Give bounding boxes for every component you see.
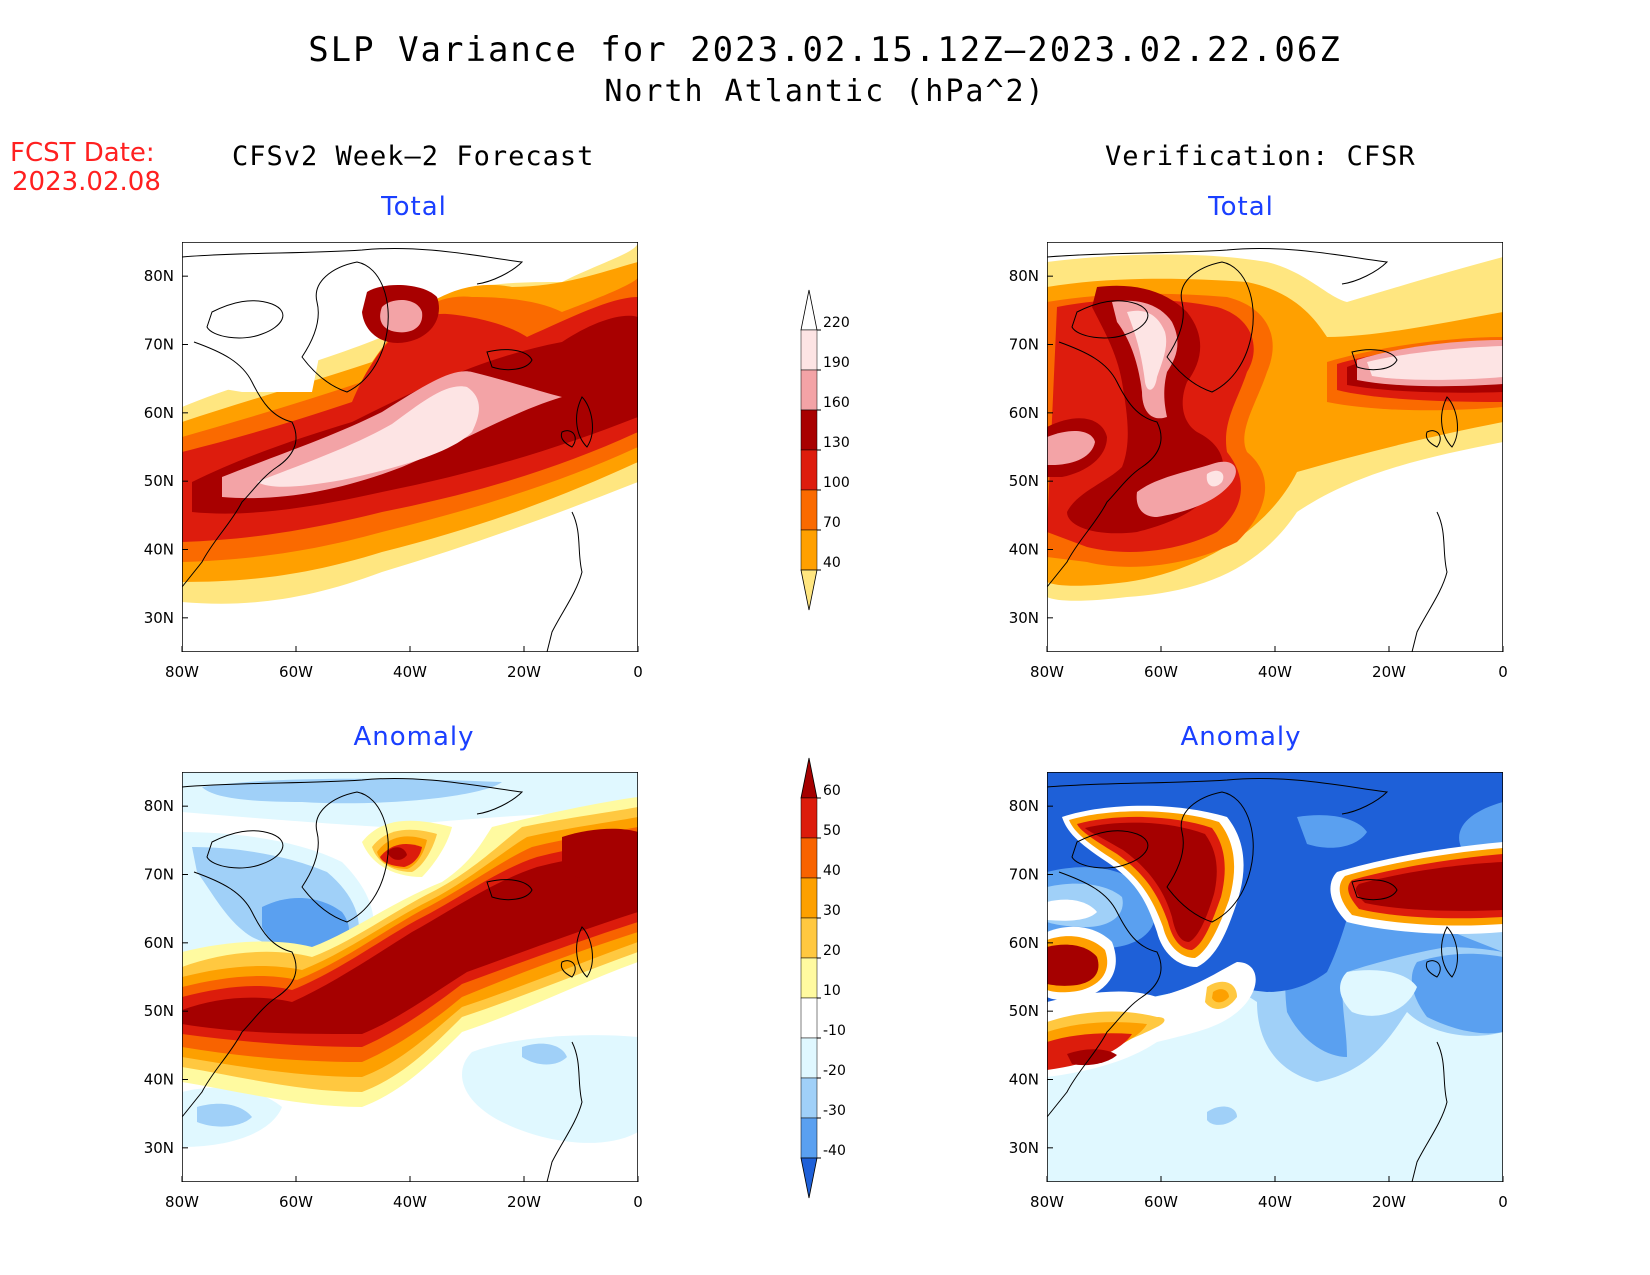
lat-tick-label: 80N — [1009, 797, 1039, 815]
lat-tick-label: 40N — [144, 541, 174, 559]
lat-tick-label: 60N — [1009, 934, 1039, 952]
colorbar-level-label: 70 — [823, 515, 841, 531]
colorbar-level-label: 130 — [823, 435, 850, 451]
lon-tick-label: 40W — [393, 663, 427, 681]
colorbar-level-label: 20 — [823, 943, 841, 959]
colorbar-swatch — [800, 917, 818, 959]
colorbar-swatch — [800, 957, 818, 999]
colorbar-level-label: 160 — [823, 395, 850, 411]
lon-tick-label: 60W — [279, 663, 313, 681]
lat-tick-label: 30N — [1009, 1139, 1039, 1157]
lon-tick-label: 20W — [1372, 1193, 1406, 1211]
colorbar-level-label: 190 — [823, 355, 850, 371]
panel-title-forecast-total: Total — [381, 192, 447, 222]
lon-tick-label: 60W — [279, 1193, 313, 1211]
lat-tick-label: 70N — [1009, 866, 1039, 884]
lat-tick-label: 30N — [1009, 609, 1039, 627]
lat-tick-label: 50N — [144, 1002, 174, 1020]
lon-tick-label: 40W — [393, 1193, 427, 1211]
colorbar-level-label: 100 — [823, 475, 850, 491]
figure-subtitle: North Atlantic (hPa^2) — [604, 74, 1046, 109]
lat-tick-label: 70N — [144, 336, 174, 354]
lon-tick-label: 0 — [1498, 663, 1508, 681]
lat-tick-label: 50N — [144, 472, 174, 490]
colorbar-swatch — [800, 877, 818, 919]
colorbar-swatch — [800, 329, 818, 371]
map-verification-anomaly — [1047, 772, 1503, 1182]
lat-tick-label: 30N — [144, 609, 174, 627]
lon-tick-label: 80W — [1030, 1193, 1064, 1211]
colorbar-level-label: 30 — [823, 903, 841, 919]
colorbar-level-label: 60 — [823, 783, 841, 799]
axis-labels: 80W 60W 40W 20W 0 80N 70N 60N 50N 40N 30N 80W 60W 40W… — [144, 267, 1508, 1211]
map-verification-total — [1047, 242, 1503, 652]
colorbar-level-label: -20 — [823, 1063, 846, 1079]
lat-tick-label: 60N — [144, 404, 174, 422]
lon-tick-label: 20W — [1372, 663, 1406, 681]
colorbar-swatch — [800, 409, 818, 451]
lon-tick-label: 60W — [1144, 663, 1178, 681]
lat-tick-label: 80N — [1009, 267, 1039, 285]
lat-tick-label: 70N — [1009, 336, 1039, 354]
lon-tick-label: 40W — [1258, 663, 1292, 681]
colorbar-swatch — [800, 569, 818, 611]
lat-tick-label: 60N — [1009, 404, 1039, 422]
column-title-verification: Verification: CFSR — [1105, 141, 1416, 172]
lon-tick-label: 0 — [633, 663, 643, 681]
map-forecast-total — [182, 242, 638, 652]
colorbar-swatch — [800, 997, 818, 1039]
lon-tick-label: 80W — [165, 663, 199, 681]
lon-tick-label: 80W — [165, 1193, 199, 1211]
lon-tick-label: 60W — [1144, 1193, 1178, 1211]
lat-tick-label: 60N — [144, 934, 174, 952]
colorbar-swatch — [800, 1157, 818, 1199]
column-title-forecast: CFSv2 Week–2 Forecast — [232, 141, 595, 172]
colorbar-swatch — [800, 449, 818, 491]
colorbar-swatch — [800, 489, 818, 531]
colorbar-swatch — [800, 797, 818, 839]
colorbar-swatch — [800, 1117, 818, 1159]
colorbar-swatch — [800, 1077, 818, 1119]
colorbar-level-label: 220 — [823, 315, 850, 331]
lat-tick-label: 80N — [144, 267, 174, 285]
colorbar-level-label: 40 — [823, 555, 841, 571]
colorbar-level-label: 50 — [823, 823, 841, 839]
colorbar-level-label: -40 — [823, 1143, 846, 1159]
colorbar-swatch — [800, 1037, 818, 1079]
lat-tick-label: 80N — [144, 797, 174, 815]
lon-tick-label: 0 — [1498, 1193, 1508, 1211]
colorbar-level-label: 10 — [823, 983, 841, 999]
colorbar-swatch — [800, 369, 818, 411]
lon-tick-label: 0 — [633, 1193, 643, 1211]
colorbar-swatch — [800, 529, 818, 571]
lat-tick-label: 70N — [144, 866, 174, 884]
panel-title-verification-total: Total — [1208, 192, 1274, 222]
colorbar-anomaly: 60 50 40 30 20 10 -10 -20 -30 -40 — [800, 757, 846, 1199]
colorbar-level-label: -30 — [823, 1103, 846, 1119]
lat-tick-label: 50N — [1009, 1002, 1039, 1020]
colorbar-total: 220 190 160 130 100 70 40 — [800, 289, 850, 611]
figure-title: SLP Variance for 2023.02.15.12Z–2023.02.… — [308, 30, 1342, 70]
colorbar-swatch — [800, 757, 818, 799]
lon-tick-label: 20W — [507, 1193, 541, 1211]
forecast-date-value: 2023.02.08 — [12, 167, 161, 197]
panel-title-verification-anomaly: Anomaly — [1180, 722, 1302, 752]
colorbar-swatch — [800, 837, 818, 879]
lat-tick-label: 40N — [1009, 541, 1039, 559]
forecast-date-label: FCST Date: — [10, 138, 155, 168]
lat-tick-label: 50N — [1009, 472, 1039, 490]
lat-tick-label: 30N — [144, 1139, 174, 1157]
panel-title-forecast-anomaly: Anomaly — [353, 722, 475, 752]
colorbar-swatch — [800, 289, 818, 331]
lon-tick-label: 80W — [1030, 663, 1064, 681]
map-forecast-anomaly — [182, 772, 638, 1182]
lon-tick-label: 40W — [1258, 1193, 1292, 1211]
lat-tick-label: 40N — [1009, 1071, 1039, 1089]
lon-tick-label: 20W — [507, 663, 541, 681]
lat-tick-label: 40N — [144, 1071, 174, 1089]
colorbar-level-label: -10 — [823, 1023, 846, 1039]
colorbar-level-label: 40 — [823, 863, 841, 879]
